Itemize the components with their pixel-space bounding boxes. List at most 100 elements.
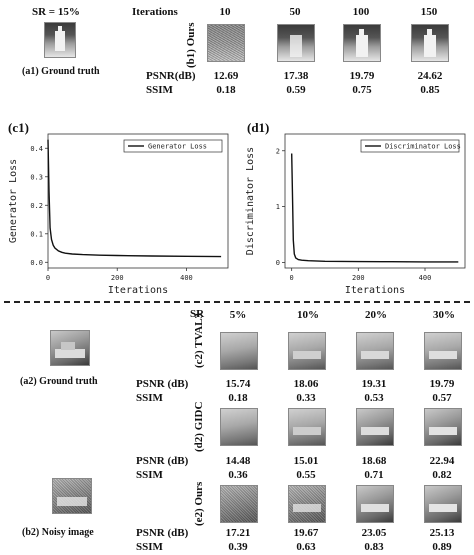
ground-truth-image-a2 [50,330,90,366]
iteration-50: 50 [289,6,301,18]
sr-10: 10% [297,309,319,321]
iterations-label: Iterations [132,6,178,18]
disc-xtick-label-0: 0 [290,274,294,282]
e2-image-sr-10 [288,485,326,523]
psnr-iter-150: 24.62 [417,70,443,82]
d2-ssim-20: 0.71 [364,469,384,481]
gen-ytick-label-1: 0.1 [30,230,43,238]
e2-psnr-5: 17.21 [225,527,251,539]
row-label-c2: (c2) TVAL3 [193,313,205,368]
iteration-150: 150 [420,6,438,18]
disc-legend-box [360,139,460,153]
disc-ylabel: Discriminator Loss [245,147,256,255]
sr-5: 5% [229,309,247,321]
disc-xtick-label-1: 200 [352,274,365,282]
disc-series-line-0 [291,153,459,263]
c2-ssim-20: 0.53 [364,392,384,404]
d2-image-sr-10 [288,408,326,446]
c2-psnr-5: 15.74 [225,378,251,390]
panel-label-d1: (d1) [247,120,270,135]
e2-ssim-30: 0.89 [432,541,452,553]
d2-image-sr-30 [424,408,462,446]
ssim-iter-50: 0.59 [286,84,306,96]
c2-psnr-20: 19.31 [361,378,387,390]
disc-xtick-label-2: 400 [419,274,432,282]
gen-ytick-label-0: 0.0 [30,259,43,267]
c2-image-sr-20 [356,332,394,370]
gen-xtick-label-0: 0 [46,274,50,282]
d2-psnr-30: 22.94 [429,455,455,467]
row-label-d2: (d2) GIDC [193,401,205,452]
ssim-label-d2: SSIM [136,469,163,481]
d2-ssim-10: 0.55 [296,469,316,481]
c2-image-sr-10 [288,332,326,370]
c2-psnr-10: 18.06 [293,378,319,390]
e2-image-sr-30 [424,485,462,523]
d2-psnr-5: 14.48 [225,455,251,467]
disc-xlabel: Iterations [345,285,405,296]
ground-truth-image-a1 [44,22,76,58]
psnr-iter-100: 19.79 [349,70,375,82]
e2-psnr-30: 25.13 [429,527,455,539]
ssim-label-c2: SSIM [136,392,163,404]
sr-30: 30% [433,309,455,321]
section-divider [4,301,470,303]
sr-20: 20% [365,309,387,321]
gen-ylabel: Generator Loss [8,159,19,243]
d2-image-sr-5 [220,408,258,446]
noisy-image-b2 [52,478,92,514]
gen-xtick-label-1: 200 [111,274,124,282]
caption-a1: (a1) Ground truth [22,66,100,77]
caption-a2: (a2) Ground truth [20,376,98,387]
disc-ytick-label-1: 1 [276,203,280,211]
c2-image-sr-5 [220,332,258,370]
b1-image-iter-100 [343,24,381,62]
iteration-100: 100 [352,6,370,18]
row-label-e2: (e2) Ours [193,481,205,526]
d2-psnr-20: 18.68 [361,455,387,467]
disc-legend-label: Discriminator Loss [385,143,461,151]
d2-ssim-30: 0.82 [432,469,452,481]
disc-ytick-label-0: 0 [276,259,280,267]
e2-psnr-20: 23.05 [361,527,387,539]
b1-image-iter-10 [207,24,245,62]
ssim-label-e2: SSIM [136,541,163,553]
sr-label: SR = 15% [32,6,80,18]
psnr-label-c2: PSNR (dB) [136,378,189,390]
gen-xtick-label-2: 400 [180,274,193,282]
gen-xlabel: Iterations [108,285,168,296]
c2-ssim-5: 0.18 [228,392,248,404]
gen-ytick-label-3: 0.3 [30,173,43,181]
e2-ssim-5: 0.39 [228,541,248,553]
panel-label-c1: (c1) [8,120,29,135]
ssim-label-top: SSIM [146,84,173,96]
disc-ytick-label-2: 2 [276,147,280,155]
row-label-b1: (b1) Ours [185,22,197,68]
e2-image-sr-5 [220,485,258,523]
c2-ssim-30: 0.57 [432,392,452,404]
gen-ytick-label-2: 0.2 [30,202,43,210]
iteration-10: 10 [219,6,231,18]
e2-ssim-20: 0.83 [364,541,384,553]
discriminator-loss-chart: 0 200 400 0 1 2 Iterations Discriminator Loss Di… [245,133,466,296]
d2-psnr-10: 15.01 [293,455,319,467]
generator-loss-chart: 0 200 400 0.0 0.1 0.2 0.3 0.4 Iterations Generato… [8,133,229,296]
d2-ssim-5: 0.36 [228,469,248,481]
e2-image-sr-20 [356,485,394,523]
gen-series-line-0 [47,139,222,258]
ssim-iter-100: 0.75 [352,84,372,96]
d2-image-sr-20 [356,408,394,446]
caption-b2: (b2) Noisy image [22,527,94,538]
e2-ssim-10: 0.63 [296,541,316,553]
sr-header: SR [190,308,205,320]
gen-legend-label: Generator Loss [148,143,207,151]
gen-ytick-label-4: 0.4 [30,145,43,153]
psnr-iter-50: 17.38 [283,70,309,82]
e2-psnr-10: 19.67 [293,527,319,539]
psnr-label-d2: PSNR (dB) [136,455,189,467]
gen-legend-box [123,139,223,153]
c2-psnr-30: 19.79 [429,378,455,390]
ssim-iter-150: 0.85 [420,84,440,96]
psnr-label-e2: PSNR (dB) [136,527,189,539]
psnr-iter-10: 12.69 [213,70,239,82]
